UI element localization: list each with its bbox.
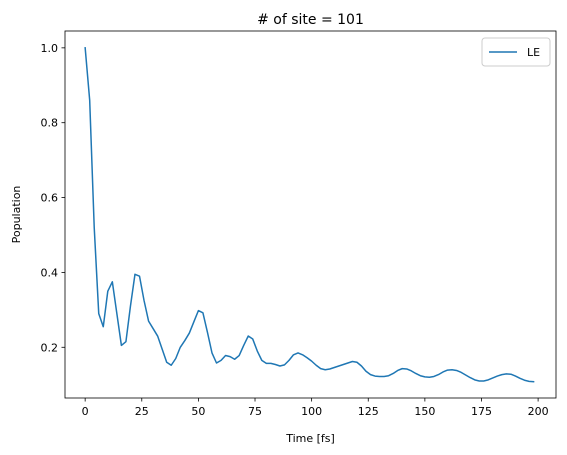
x-tick-label: 0 — [82, 405, 89, 418]
y-tick-label: 0.4 — [41, 266, 59, 279]
x-tick-label: 50 — [191, 405, 205, 418]
y-tick-label: 0.8 — [41, 117, 59, 130]
x-tick-label: 100 — [301, 405, 322, 418]
legend-label-le: LE — [527, 46, 540, 59]
x-tick-label: 200 — [528, 405, 549, 418]
legend: LE — [481, 37, 551, 67]
x-tick-label: 175 — [471, 405, 492, 418]
x-tick-label: 150 — [414, 405, 435, 418]
y-axis-label: Population — [10, 186, 23, 244]
x-tick-label: 25 — [135, 405, 149, 418]
x-axis-label: Time [fs] — [285, 432, 335, 445]
chart-title: # of site = 101 — [257, 12, 364, 28]
y-tick-label: 0.6 — [41, 192, 59, 205]
ticks-layer: 0 25 50 75 100 125 150 175 200 0.2 0.4 0.6 0.8 1.0 — [41, 42, 549, 418]
x-tick-label: 75 — [248, 405, 262, 418]
plot-area — [65, 31, 556, 398]
y-tick-label: 1.0 — [41, 42, 59, 55]
x-tick-label: 125 — [358, 405, 379, 418]
y-tick-label: 0.2 — [41, 341, 59, 354]
series-line-le — [84, 47, 535, 383]
plot-frame — [64, 30, 557, 399]
series-layer — [84, 47, 535, 383]
